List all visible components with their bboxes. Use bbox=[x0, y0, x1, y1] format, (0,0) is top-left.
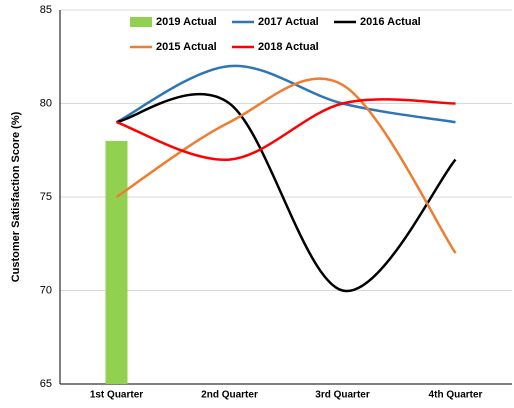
line bbox=[116, 98, 456, 161]
y-axis-label: Customer Satisfaction Score (%) bbox=[10, 111, 22, 282]
x-tick-label: 4th Quarter bbox=[429, 390, 483, 401]
legend-label: 2016 Actual bbox=[360, 16, 421, 28]
y-tick-label: 85 bbox=[40, 4, 52, 16]
x-tick-label: 1st Quarter bbox=[90, 390, 143, 401]
legend-swatch bbox=[130, 17, 152, 27]
line bbox=[115, 64, 456, 124]
y-tick-label: 70 bbox=[40, 284, 52, 296]
legend-label: 2019 Actual bbox=[156, 16, 217, 28]
line bbox=[116, 92, 457, 292]
bar bbox=[105, 140, 128, 384]
x-tick-label: 2nd Quarter bbox=[201, 390, 258, 401]
x-tick-label: 3rd Quarter bbox=[315, 390, 370, 401]
legend-label: 2015 Actual bbox=[156, 41, 217, 53]
line bbox=[115, 77, 457, 254]
y-tick-label: 80 bbox=[40, 97, 52, 109]
legend-label: 2018 Actual bbox=[258, 41, 319, 53]
y-tick-label: 65 bbox=[40, 378, 52, 390]
legend-label: 2017 Actual bbox=[258, 16, 319, 28]
y-tick-label: 75 bbox=[40, 191, 52, 203]
